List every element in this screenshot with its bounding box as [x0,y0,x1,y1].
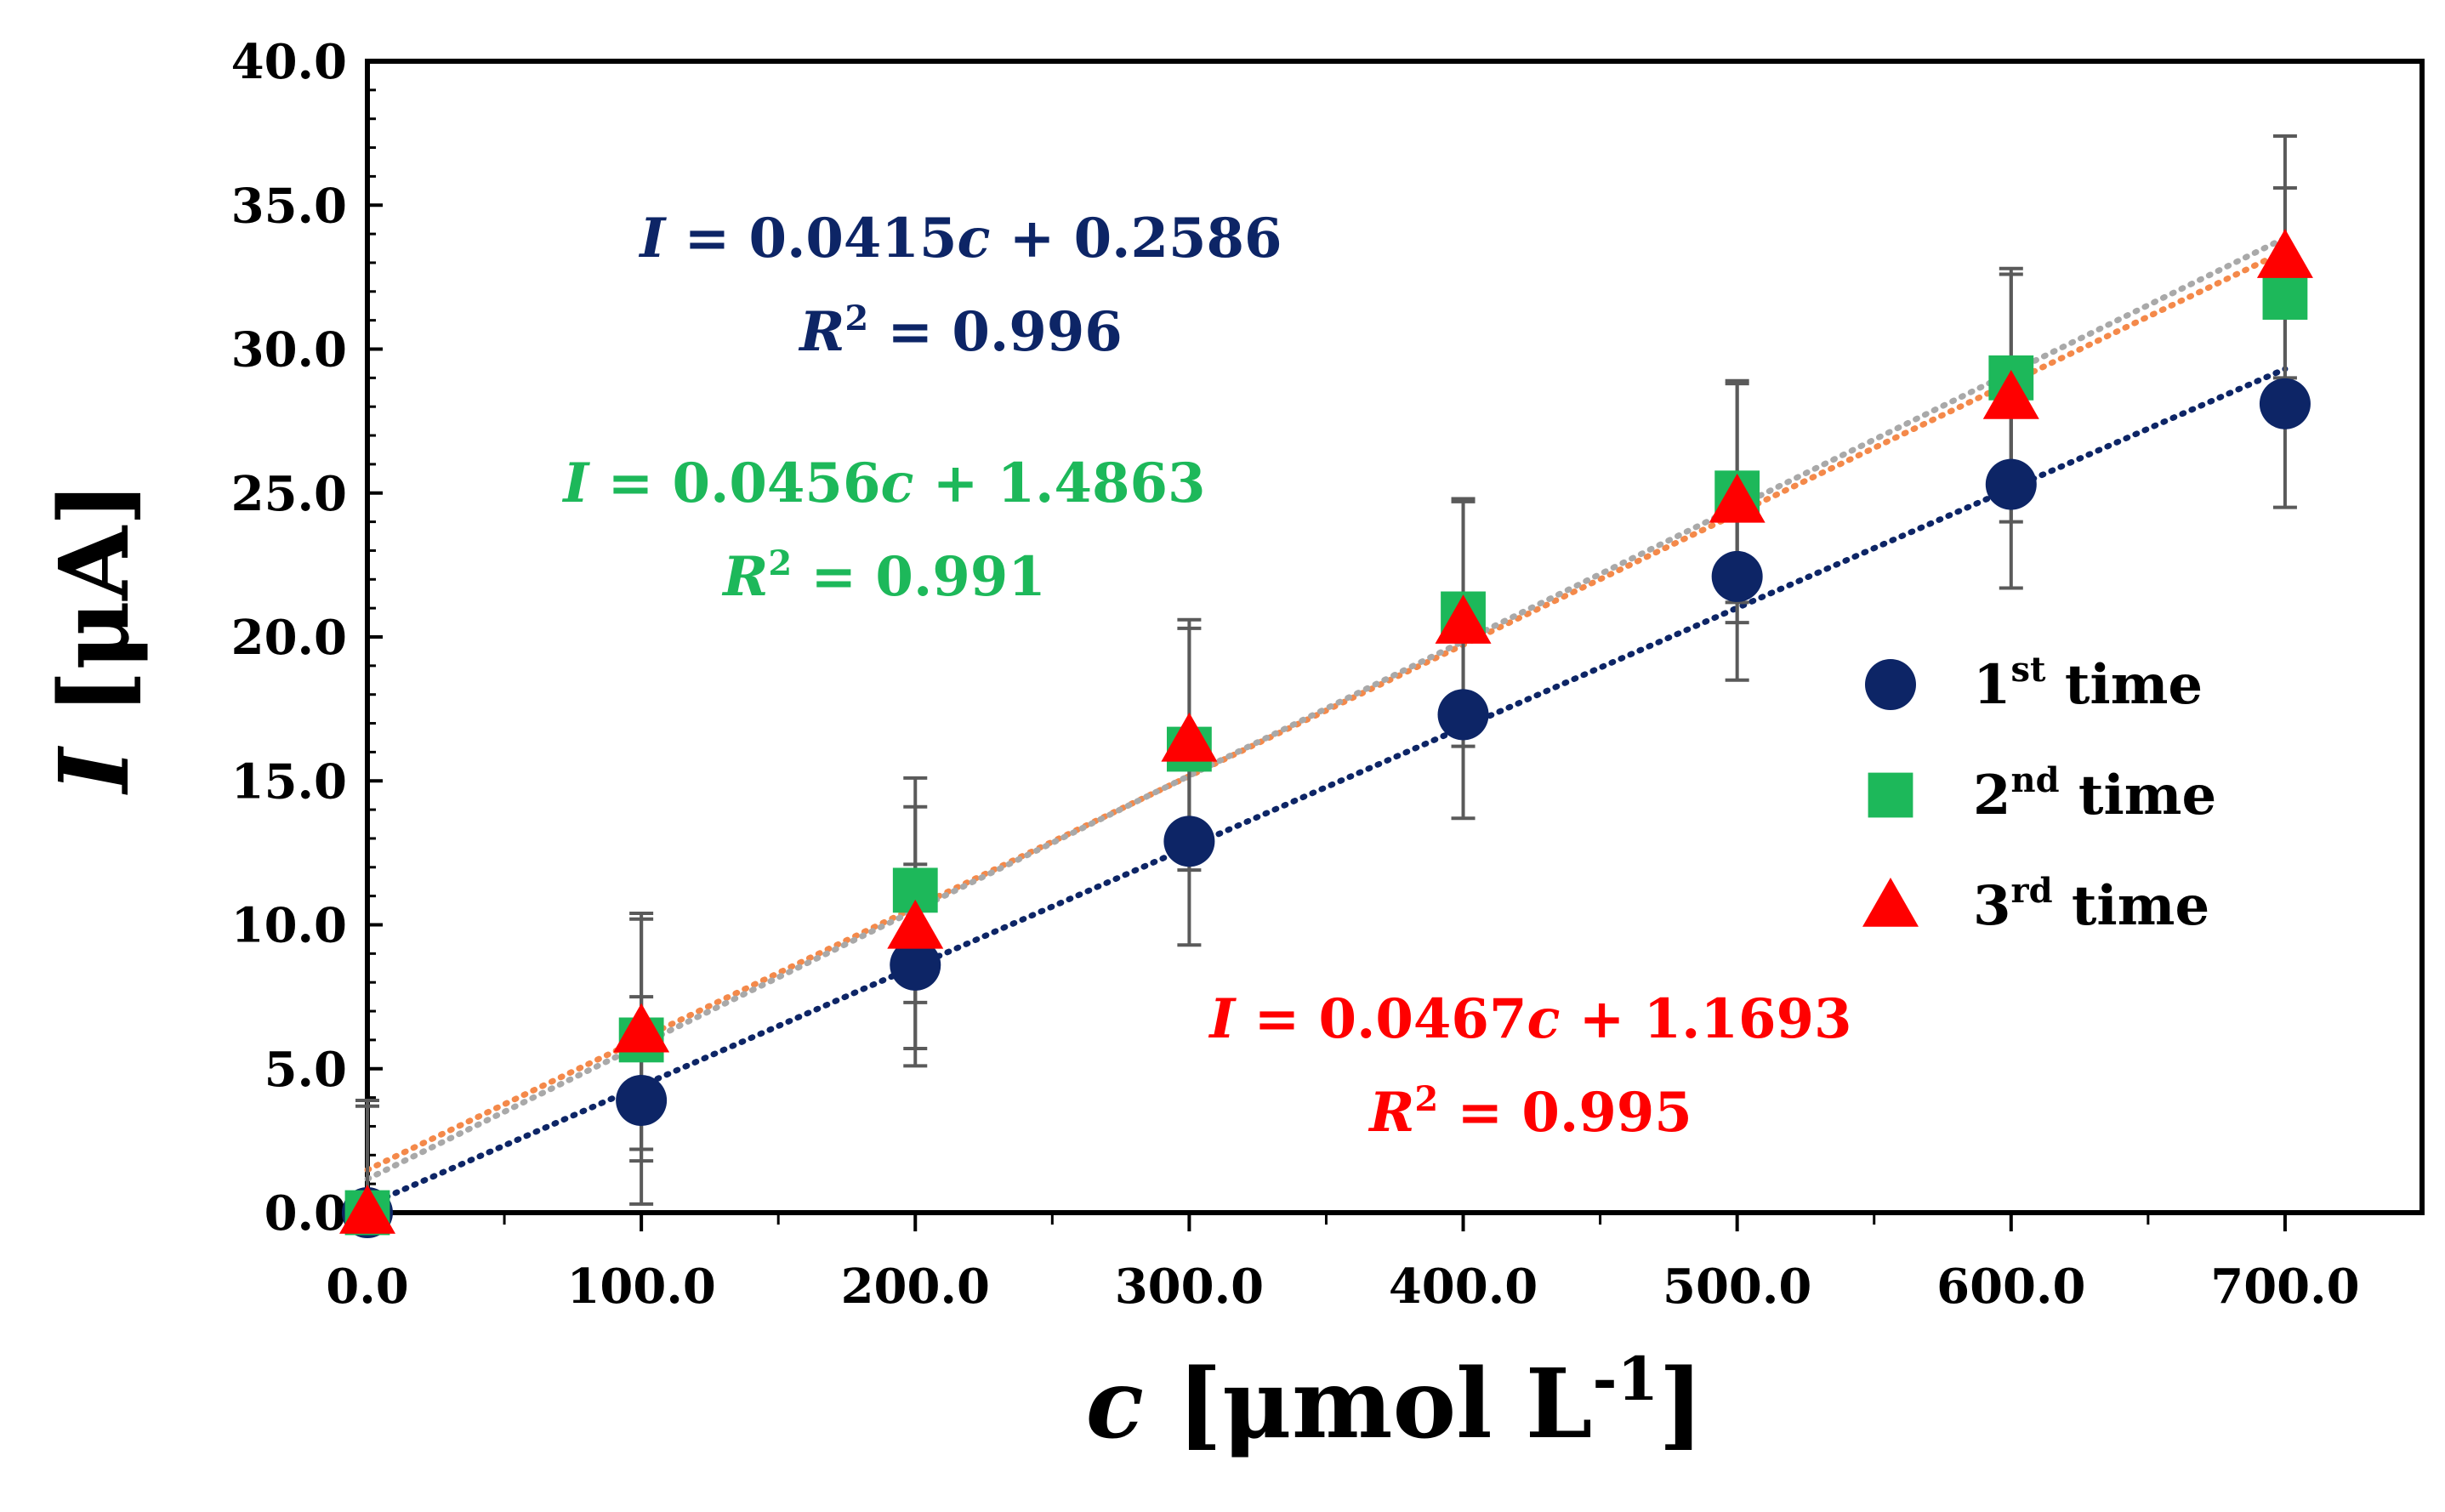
x-label-unit: [μmol L [1144,1349,1592,1460]
r-squared-2: R2 = 0.991 [721,543,1046,609]
point-series-3 [613,1003,670,1053]
fit-line-series-1 [364,366,2289,1208]
y-tick-label: 15.0 [231,753,347,810]
legend-marker-2 [1868,772,1913,818]
legend-text: time [2060,764,2217,827]
point-series-1 [1437,689,1489,741]
y-tick-label: 35.0 [231,178,347,234]
r2-value: = 0.995 [1438,1081,1692,1145]
y-tick-label: 25.0 [231,466,347,522]
point-series-1 [890,939,941,991]
point-series-3 [1709,473,1766,523]
r2-var: R [721,545,768,609]
y-tick-label: 0.0 [264,1185,347,1242]
legend-text: time [2046,653,2203,717]
legend-label-2: 2nd time [1973,760,2216,827]
r2-sup: 2 [844,298,868,338]
point-series-3 [1161,712,1218,762]
y-tick-label: 10.0 [231,898,347,954]
y-tick-label: 30.0 [231,322,347,378]
equation-slope: = 0.0456 [589,452,880,515]
legend-label-3: 3rd time [1973,871,2209,938]
point-series-1 [616,1074,668,1126]
point-series-3 [339,1185,395,1234]
equation-c: c [957,207,990,270]
equation-slope: = 0.0415 [665,207,957,270]
r2-var: R [798,300,844,364]
legend-num: 1 [1973,653,2011,717]
r2-value: = 0.991 [792,545,1046,609]
equation-c: c [1527,987,1560,1051]
x-label-end: ] [1658,1349,1703,1460]
equation-var: I [1208,987,1237,1051]
fit-line-series-3 [364,235,2289,1182]
equation-var: I [561,452,590,515]
r2-var: R [1367,1081,1414,1145]
y-axis-label: I [μA] [39,481,151,795]
x-tick-label: 700.0 [2210,1259,2359,1315]
legend-num: 2 [1973,764,2011,827]
point-series-1 [1985,458,2037,510]
point-series-3 [2256,229,2313,278]
x-axis-label: c [μmol L-1] [1086,1344,1703,1460]
legend-text: time [2053,874,2210,938]
point-series-3 [1982,370,2039,419]
r-squared-1: R2 = 0.996 [798,298,1123,364]
legend-num: 3 [1973,874,2011,938]
equation-1: I = 0.0415c + 0.2586 [638,207,1282,270]
r-squared-3: R2 = 0.995 [1367,1079,1692,1145]
y-tick-label: 40.0 [231,34,347,90]
x-tick-label: 600.0 [1936,1259,2085,1315]
equation-intercept: + 1.4863 [913,452,1205,515]
x-label-sup: -1 [1592,1344,1658,1414]
legend-marker-3 [1862,878,1919,927]
point-series-2 [2262,275,2308,320]
point-series-1 [1711,550,1763,602]
y-tick-label: 5.0 [264,1042,347,1098]
x-tick-label: 500.0 [1663,1259,1811,1315]
x-tick-label: 400.0 [1389,1259,1538,1315]
legend-label-1: 1st time [1973,650,2203,717]
y-tick-label: 20.0 [231,610,347,666]
x-tick-label: 0.0 [326,1259,408,1315]
x-tick-label: 100.0 [566,1259,715,1315]
y-label-unit: [μA] [39,481,151,748]
legend-sup: nd [2011,760,2060,800]
equation-slope: = 0.0467 [1235,987,1527,1051]
r2-sup: 2 [1414,1079,1438,1119]
equation-c: c [880,452,913,515]
y-label-var: I [39,745,151,795]
r2-value: = 0.996 [868,300,1123,364]
point-series-1 [1163,816,1215,867]
equation-intercept: + 0.2586 [990,207,1282,270]
equation-var: I [638,207,667,270]
legend-sup: rd [2011,871,2053,911]
r2-sup: 2 [768,543,792,583]
equation-intercept: + 1.1693 [1560,987,1851,1051]
x-tick-label: 200.0 [841,1259,990,1315]
point-series-3 [1435,594,1492,644]
legend-sup: st [2011,650,2047,690]
point-series-3 [887,899,944,949]
x-tick-label: 300.0 [1115,1259,1264,1315]
equation-3: I = 0.0467c + 1.1693 [1208,987,1851,1051]
equation-2: I = 0.0456c + 1.4863 [561,452,1205,515]
legend-marker-1 [1865,659,1916,710]
point-series-1 [2259,378,2311,429]
x-label-var: c [1086,1349,1144,1460]
fit-line-series-2 [364,247,2289,1174]
